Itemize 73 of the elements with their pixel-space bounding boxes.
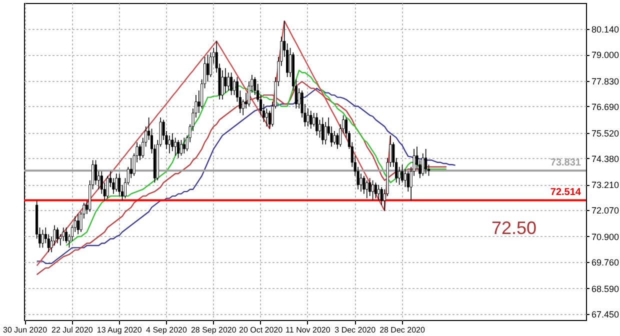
annotation: 72.50 <box>491 218 537 238</box>
candlestick <box>138 144 142 161</box>
candlestick <box>182 137 186 154</box>
candlestick <box>400 164 404 184</box>
y-tick-label: 80.140 <box>592 24 620 35</box>
x-tick-label: 13 Aug 2020 <box>96 326 142 334</box>
candlestick <box>404 168 406 188</box>
candlestick <box>41 229 44 248</box>
candlestick <box>265 108 268 127</box>
x-tick-label: 28 Sep 2020 <box>190 326 237 334</box>
candlestick <box>336 132 339 150</box>
candlestick <box>424 148 428 174</box>
candlestick <box>118 173 121 196</box>
candlestick <box>368 178 372 196</box>
candlestick <box>366 180 368 199</box>
x-tick-label: 11 Nov 2020 <box>286 326 331 334</box>
candlestick <box>221 70 224 100</box>
candlestick <box>224 68 227 94</box>
y-tick-label: 77.830 <box>592 76 620 86</box>
candlestick <box>268 110 271 130</box>
candlestick <box>176 140 180 158</box>
candlestick <box>209 52 212 78</box>
candlestick <box>171 132 174 152</box>
candlestick <box>230 72 233 96</box>
candlestick <box>130 158 132 179</box>
candlestick <box>65 227 68 244</box>
candlestick <box>174 137 177 156</box>
ref-line-label: 72.514 <box>550 187 582 198</box>
x-tick-label: 3 Dec 2020 <box>334 326 376 334</box>
candlestick <box>321 117 324 145</box>
y-tick-label: 75.520 <box>592 128 620 138</box>
candlestick <box>62 227 65 242</box>
candlestick <box>310 110 312 130</box>
y-tick-label: 79.000 <box>592 50 620 60</box>
y-tick-label: 74.380 <box>592 154 620 164</box>
candlestick <box>227 72 230 91</box>
candlestick <box>180 140 183 156</box>
y-tick-label: 68.590 <box>592 284 620 294</box>
candlestick <box>377 184 380 201</box>
y-tick-label: 69.760 <box>592 258 620 268</box>
candlestick <box>316 112 318 136</box>
x-tick-label: 22 Jul 2020 <box>51 326 94 334</box>
line-series <box>36 20 392 266</box>
candlestick <box>360 173 362 192</box>
candlestick <box>374 182 378 199</box>
candlestick <box>362 175 366 194</box>
x-tick-label: 28 Dec 2020 <box>380 326 426 334</box>
y-tick-label: 70.900 <box>592 232 620 242</box>
candlestick <box>406 170 410 192</box>
y-tick-label: 67.450 <box>592 309 620 320</box>
y-tick-label: 76.690 <box>592 102 620 112</box>
candlestick <box>76 214 80 235</box>
candlestick <box>115 173 118 192</box>
candlestick <box>232 78 236 96</box>
candlestick <box>333 130 336 145</box>
candlestick <box>306 108 310 127</box>
candlestick <box>398 166 401 186</box>
x-tick-label: 4 Sep 2020 <box>146 326 188 334</box>
candlestick <box>94 160 98 186</box>
candlestick <box>372 180 374 201</box>
candlestick <box>56 227 59 244</box>
y-tick-label: 73.210 <box>592 180 620 190</box>
candlestick <box>324 122 327 145</box>
candlestick <box>106 175 109 199</box>
candlestick <box>318 119 322 138</box>
candlestick <box>168 135 171 154</box>
line-series <box>66 70 448 246</box>
x-tick-label: 20 Oct 2020 <box>239 326 284 334</box>
candlestick <box>422 153 424 176</box>
ref-line-label: 73.831 <box>550 158 582 169</box>
candlestick <box>206 54 210 82</box>
y-tick-label: 72.070 <box>592 206 620 216</box>
x-tick-label: 30 Jun 2020 <box>3 326 48 334</box>
